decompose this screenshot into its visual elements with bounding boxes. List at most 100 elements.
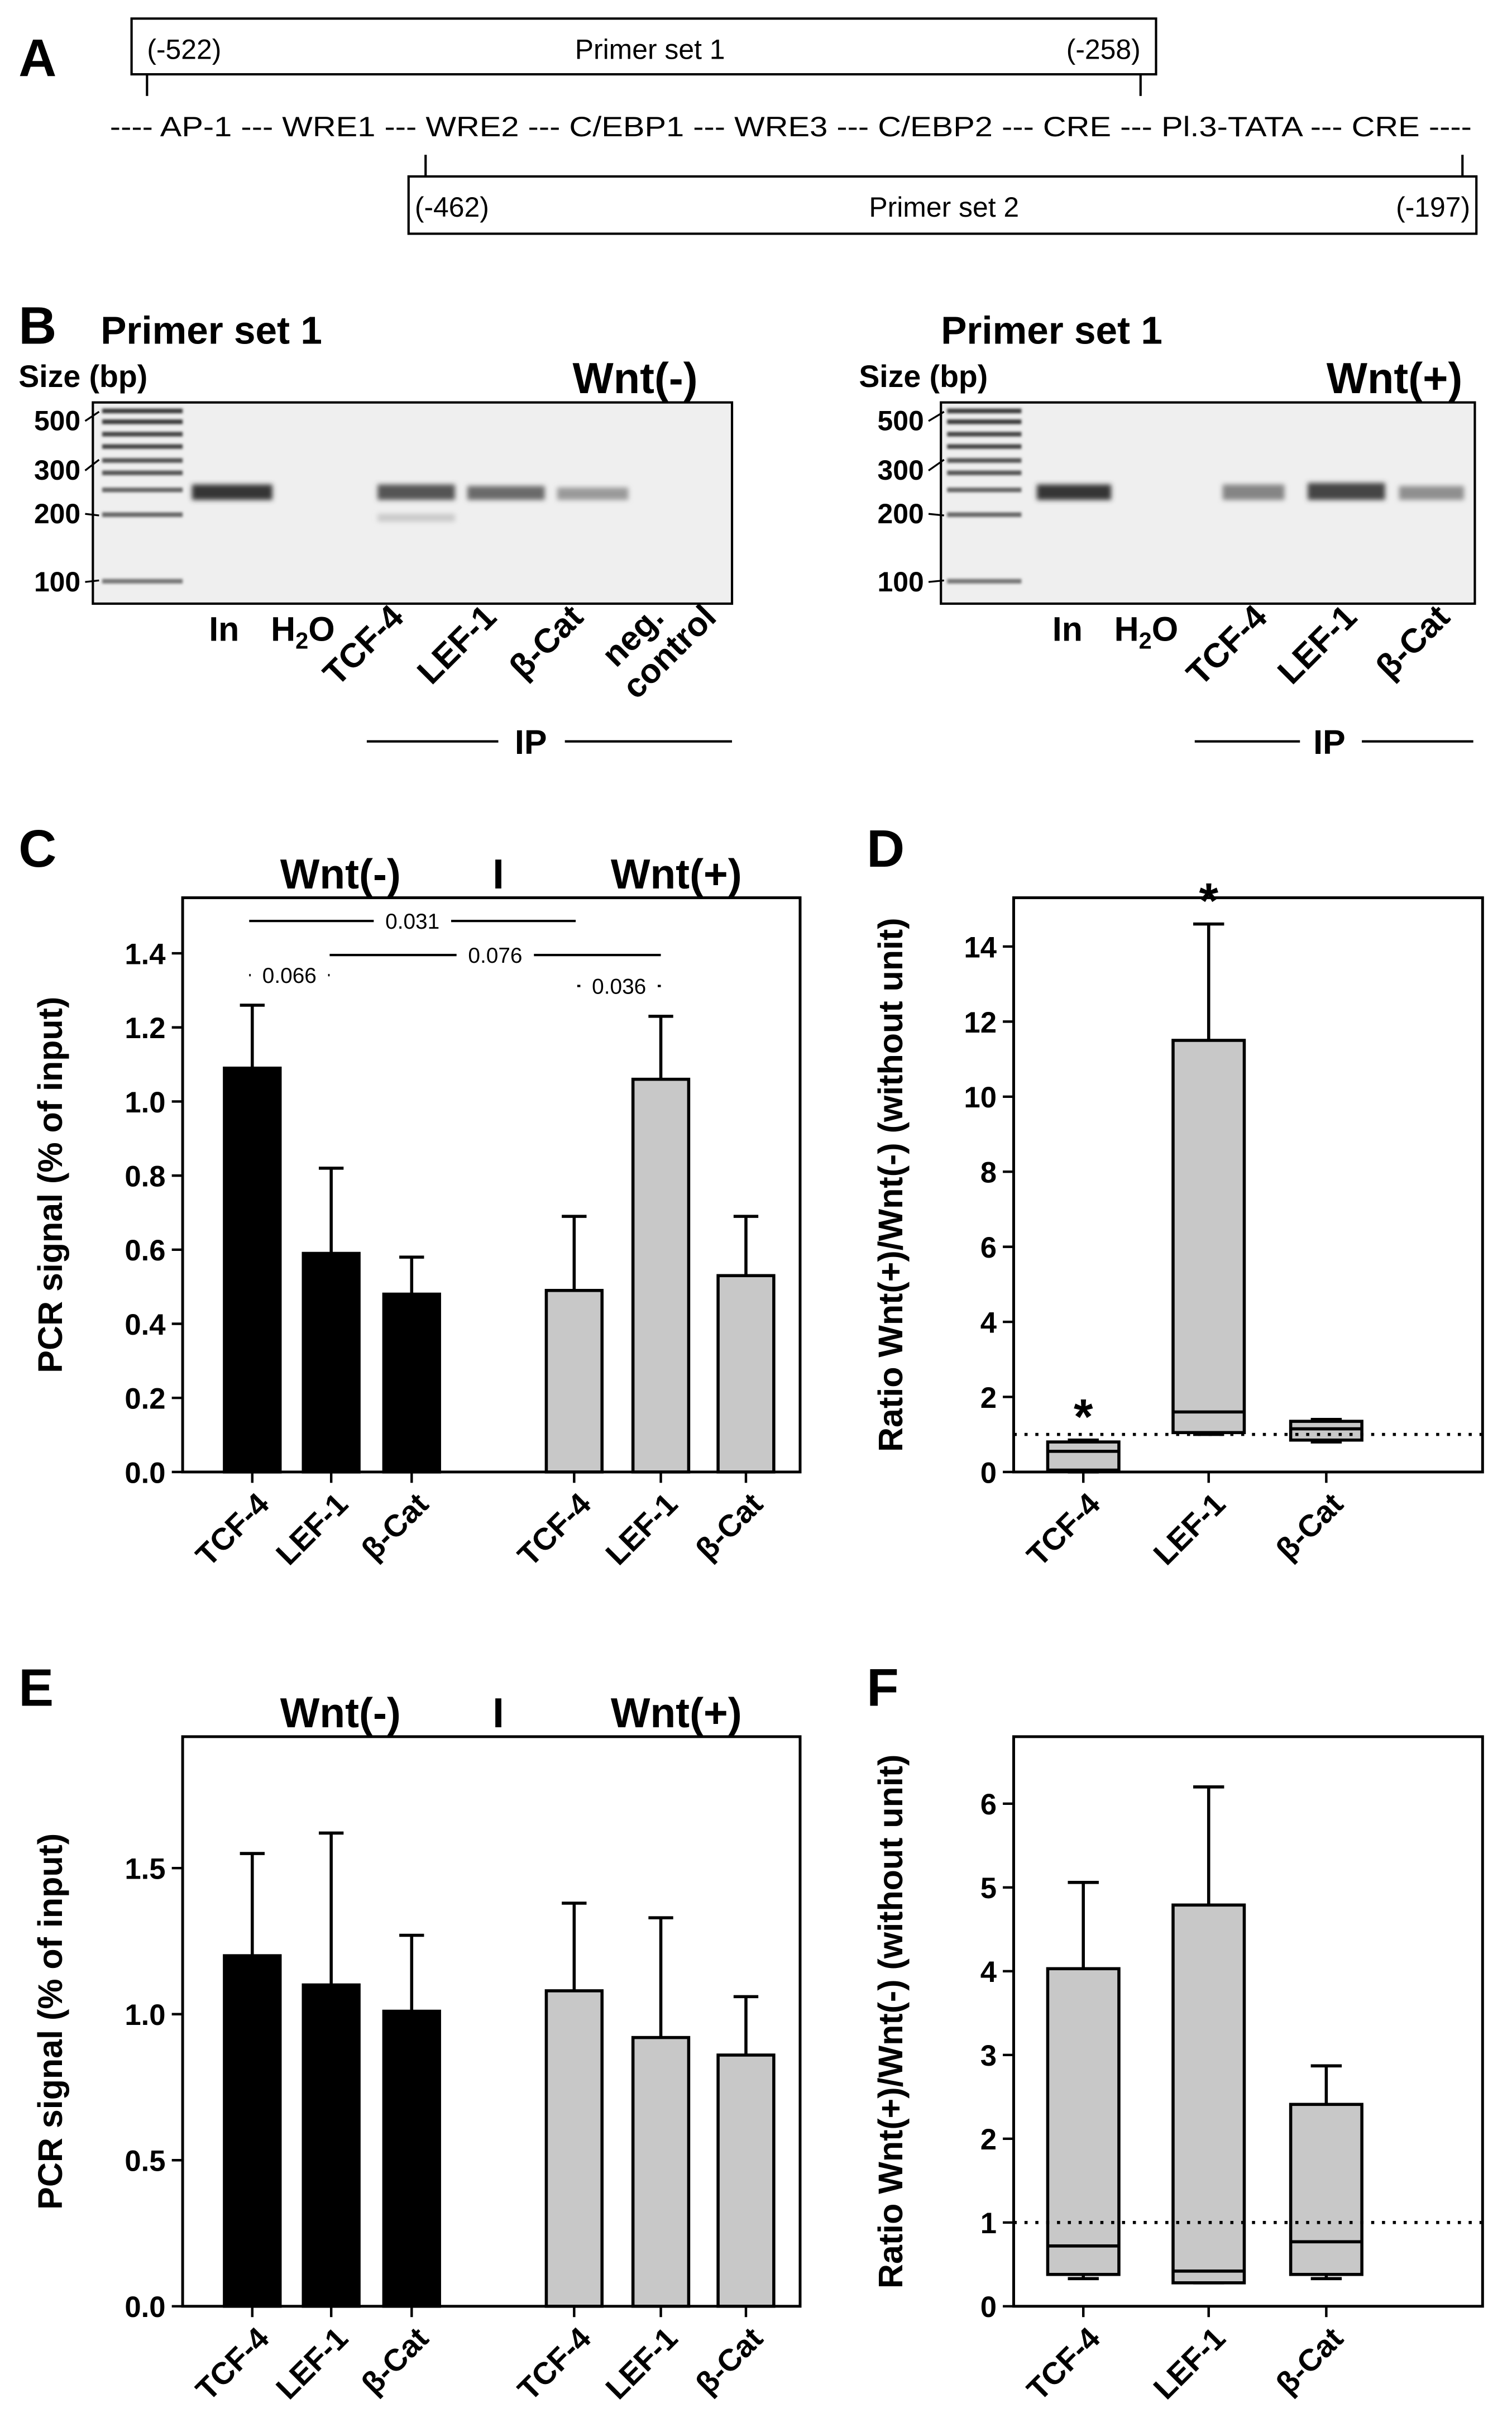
y-axis-label: Ratio Wnt(+)/Wnt(-) (without unit) [872, 1755, 910, 2289]
x-tick-label: β-Cat [355, 1486, 435, 1566]
bar-wnt-plus [544, 1289, 604, 1474]
y-tick-label: 5 [980, 1872, 997, 1905]
box [1289, 1420, 1363, 1442]
x-tick-label: TCF-4 [1020, 1486, 1107, 1573]
size-pointer [85, 579, 99, 583]
ladder-band [947, 408, 1022, 414]
gel-wnt-minus: Primer set 1 Size (bp) Wnt(-) 500 300 [18, 308, 734, 761]
y-tick-label: 1.2 [125, 1012, 165, 1045]
x-tick-label: TCF-4 [511, 2320, 597, 2407]
primer-set-1-label: Primer set 1 [575, 34, 725, 65]
gel-right-size-label: Size (bp) [859, 359, 988, 394]
size-tick-200: 200 [878, 498, 924, 529]
panel-letter-e: E [18, 1658, 54, 1717]
significance-label-bg [251, 961, 328, 990]
primer-set-1-start: (-522) [147, 34, 221, 65]
significance-label-bg [580, 972, 658, 1000]
band-tcf4 [1222, 484, 1285, 500]
ladder-band [102, 579, 183, 584]
y-axis-label: Ratio Wnt(+)/Wnt(-) (without unit) [872, 918, 910, 1452]
lane-label-h2o: H2O [271, 610, 335, 653]
lane-label-in: In [1052, 610, 1083, 648]
size-tick-100: 100 [34, 566, 80, 598]
primer-set-2-box [407, 175, 1478, 235]
y-tick-label: 1.0 [125, 1086, 165, 1119]
significance-p-value: 0.076 [468, 944, 522, 968]
band-bcat [1399, 486, 1465, 500]
primer-set-2-label: Primer set 2 [869, 192, 1019, 223]
band-bcat [557, 488, 629, 500]
size-tick-200: 200 [34, 498, 80, 529]
bar-wnt-plus [631, 2036, 691, 2308]
significance-p-value: 0.031 [385, 910, 439, 934]
band-input [192, 484, 272, 500]
significance-p-value: 0.066 [262, 964, 317, 988]
plot-frame [181, 1735, 802, 2308]
band-lef1 [1308, 482, 1385, 500]
y-tick-label: 4 [980, 1956, 997, 1989]
x-tick-label: β-Cat [689, 1486, 769, 1566]
plot-frame [1012, 1735, 1484, 2308]
size-pointer [928, 410, 945, 422]
size-pointer [928, 513, 944, 517]
y-tick-label: 0 [980, 2291, 997, 2324]
chart-c-pcr-signal: 0.0 0.2 0.4 0.6 0.8 1.0 1.2 1.4 PCR signal (% of… [31, 851, 802, 1573]
primer-set-1-box [130, 17, 1157, 76]
panel-letter-c: C [18, 819, 56, 878]
lane-label-bcat: β-Cat [502, 598, 590, 686]
bar-wnt-minus [223, 1066, 282, 1474]
y-tick-label: 6 [980, 1231, 997, 1264]
gel-right-ladder [947, 408, 1022, 584]
header-wnt-plus: Wnt(+) [611, 851, 742, 897]
x-tick-label: LEF-1 [1147, 2320, 1232, 2406]
header-separator: I [492, 851, 504, 897]
lane-label-h2o: H2O [1114, 610, 1179, 653]
ladder-band [947, 444, 1022, 449]
ladder-band [947, 512, 1022, 517]
gel-right-background [940, 401, 1476, 605]
lane-label-in: In [209, 610, 239, 648]
panel-letter-f: F [867, 1658, 899, 1717]
gel-left-title: Primer set 1 [101, 308, 322, 352]
bar-wnt-minus [382, 2009, 441, 2308]
size-tick-300: 300 [878, 455, 924, 486]
y-tick-label: 6 [980, 1788, 997, 1821]
size-pointer [928, 458, 945, 471]
significance-star: * [1199, 873, 1218, 929]
x-tick-label: TCF-4 [1020, 2320, 1107, 2407]
size-tick-500: 500 [878, 405, 924, 437]
y-axis-label: PCR signal (% of input) [31, 1833, 69, 2210]
y-tick-label: 2 [980, 1382, 997, 1415]
panel-letter-b: B [18, 296, 56, 355]
x-tick-label: TCF-4 [189, 1486, 276, 1573]
y-tick-label: 0.0 [125, 1456, 165, 1489]
x-tick-label: β-Cat [1269, 2320, 1350, 2401]
ladder-band [102, 470, 183, 475]
box [1171, 1903, 1246, 2285]
x-tick-label: TCF-4 [189, 2320, 276, 2407]
bar-wnt-plus [716, 1274, 776, 1474]
x-tick-label: LEF-1 [1147, 1486, 1232, 1571]
lane-label-bcat: β-Cat [1369, 598, 1457, 686]
gel-left-background [92, 401, 734, 605]
panel-letter-d: D [867, 819, 905, 878]
header-wnt-minus: Wnt(-) [280, 851, 401, 897]
size-tick-300: 300 [34, 455, 80, 486]
y-tick-label: 0.0 [125, 2291, 165, 2324]
box [1171, 1039, 1246, 1435]
gel-right-condition: Wnt(+) [1327, 355, 1462, 403]
lane-label-lef1: LEF-1 [410, 598, 504, 691]
panel-b: B Primer set 1 Size (bp) Wnt(-) [18, 296, 1476, 761]
y-tick-label: 1 [980, 2207, 997, 2240]
promoter-sequence: ---- AP-1 --- WRE1 --- WRE2 --- C/EBP1 -… [110, 111, 1472, 142]
header-wnt-minus: Wnt(-) [280, 1689, 401, 1736]
ladder-band [102, 444, 183, 449]
plot-frame [1012, 896, 1484, 1474]
y-tick-label: 3 [980, 2039, 997, 2072]
significance-p-value: 0.036 [592, 974, 646, 998]
gel-left-size-label: Size (bp) [18, 359, 147, 394]
x-tick-label: LEF-1 [599, 1486, 685, 1571]
band-tcf4 [377, 484, 455, 500]
box [1046, 1440, 1121, 1472]
size-pointer [85, 513, 99, 517]
